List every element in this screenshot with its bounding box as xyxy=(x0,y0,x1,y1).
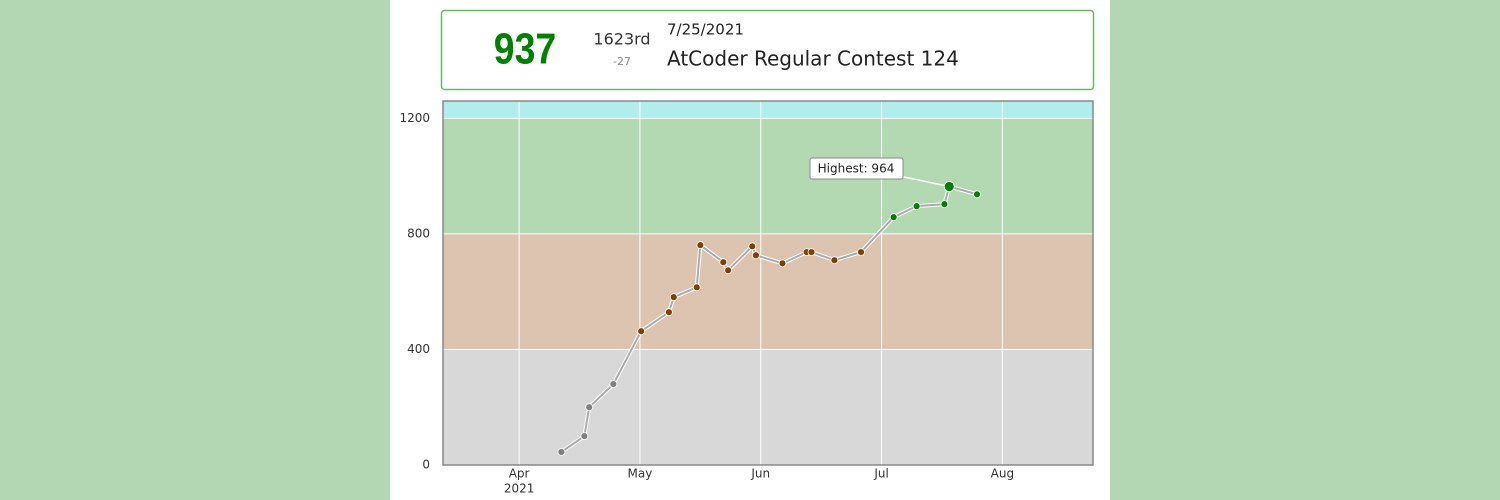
rating-point xyxy=(912,202,921,211)
rating-diff: -27 xyxy=(613,55,631,68)
rating-point xyxy=(637,327,646,336)
rating-point xyxy=(752,251,760,260)
x-tick-label: Aug xyxy=(991,467,1014,481)
y-tick-label: 1200 xyxy=(399,111,430,125)
rating-point xyxy=(692,283,701,292)
rating-point xyxy=(857,248,865,256)
rating-point xyxy=(696,241,705,250)
rating-band xyxy=(443,349,1093,465)
status-card xyxy=(440,9,1095,91)
rating-point xyxy=(609,380,618,389)
rating: 937 xyxy=(494,24,556,74)
rating-point xyxy=(748,242,757,251)
rating-point xyxy=(973,190,981,199)
plot: 0 400 800 1200 Apr May Jun Jul Aug 2021 Highest: 9… xyxy=(399,100,1094,496)
rating-band xyxy=(443,233,1093,350)
rating-band xyxy=(443,118,1093,234)
rating-point xyxy=(557,448,566,456)
x-tick-label: May xyxy=(628,467,653,481)
contest-date: 7/25/2021 xyxy=(667,21,744,39)
rating-point xyxy=(889,213,898,222)
rating-point xyxy=(830,256,839,265)
rating-band xyxy=(443,101,1093,119)
contest-name: AtCoder Regular Contest 124 xyxy=(667,47,959,71)
x-tick-label: Jul xyxy=(873,467,888,481)
annotation-box xyxy=(809,157,904,180)
rating-point xyxy=(665,308,673,317)
rating-point xyxy=(940,200,949,209)
x-tick-label: Jun xyxy=(750,467,770,481)
year-label: 2021 xyxy=(504,482,535,496)
rating-point xyxy=(585,403,594,412)
rating-point xyxy=(669,293,678,302)
y-tick-label: 400 xyxy=(407,342,430,356)
rating-point xyxy=(807,248,816,256)
annotation: Highest: 964 xyxy=(818,162,895,176)
rating-point xyxy=(580,432,589,441)
y-tick-label: 800 xyxy=(407,226,430,240)
plot-frame xyxy=(442,100,1094,466)
y-tick-label: 0 xyxy=(422,458,430,472)
x-tick-label: Apr xyxy=(509,467,530,481)
rank: 1623rd xyxy=(593,30,650,49)
rating-point xyxy=(719,258,728,267)
rating-point xyxy=(778,259,787,268)
rating-point xyxy=(724,266,733,275)
rating-point xyxy=(943,181,955,192)
